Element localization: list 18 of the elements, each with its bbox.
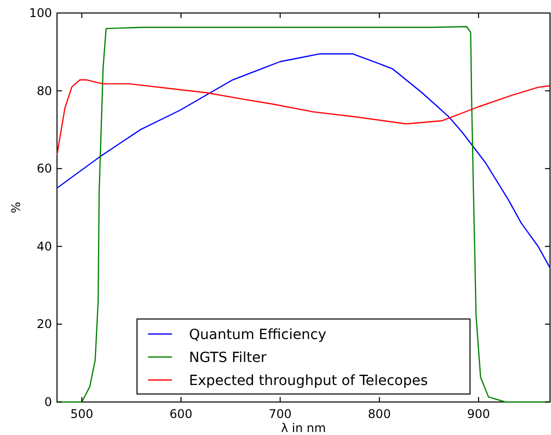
x-tick-label: 700 — [268, 407, 292, 421]
x-tick-label: 500 — [70, 407, 94, 421]
legend-label: Expected throughput of Telecopes — [189, 373, 428, 389]
x-tick-label: 600 — [170, 407, 192, 421]
y-tick-label: 20 — [36, 317, 52, 332]
x-tick-label: 900 — [467, 407, 490, 421]
legend-label: NGTS Filter — [189, 350, 267, 366]
y-tick-label: 40 — [36, 239, 52, 254]
y-tick-label: 100 — [29, 6, 52, 20]
x-axis-title: λ in nm — [281, 421, 326, 435]
legend-label: Quantum Efficiency — [189, 327, 326, 343]
y-tick-label: 80 — [36, 84, 52, 98]
x-tick-label: 800 — [368, 407, 391, 421]
y-axis-title: % — [9, 202, 23, 214]
y-tick-label: 0 — [44, 395, 52, 409]
line-series — [56, 53, 551, 268]
line-series — [56, 79, 551, 156]
y-tick-label: 60 — [36, 162, 52, 176]
